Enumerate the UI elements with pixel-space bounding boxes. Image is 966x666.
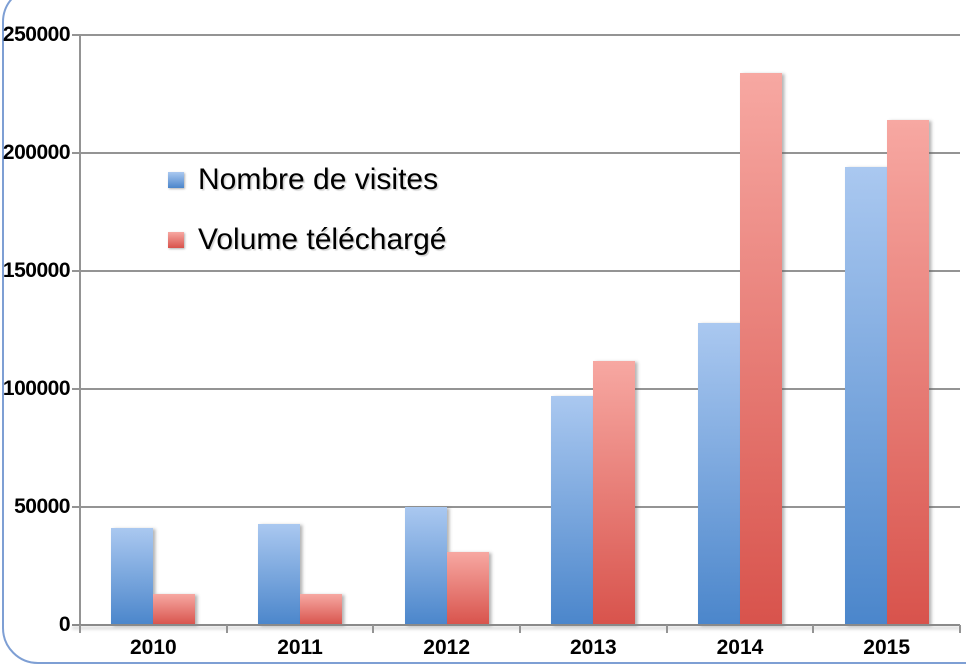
x-tick-label-2013: 2013: [569, 636, 617, 659]
bar-visites-2014: [698, 322, 740, 625]
x-axis-tick: [959, 625, 961, 633]
y-tick-label-100000: 100000: [2, 377, 71, 400]
bar-volume-2011: [300, 594, 342, 625]
bar-volume-2013: [593, 360, 636, 625]
legend-label-visites: Nombre de visites: [198, 163, 439, 196]
bar-volume-2015: [886, 119, 929, 625]
y-tick-label-150000: 150000: [2, 259, 71, 282]
x-axis-tick: [225, 625, 228, 633]
x-axis-tick: [665, 625, 668, 633]
bar-volume-2010: [153, 594, 196, 625]
gridline-100000: [72, 388, 960, 390]
y-axis-line: [79, 35, 81, 631]
bar-visites-2012: [404, 507, 447, 625]
bar-volume-2012: [446, 551, 489, 625]
y-tick-label-0: 0: [58, 613, 71, 636]
gridline-200000: [72, 152, 960, 154]
bar-visites-2013: [551, 396, 594, 625]
gridline-250000: [72, 34, 960, 36]
x-tick-label-2010: 2010: [129, 636, 177, 659]
legend: Nombre de visites Volume téléchargé: [168, 150, 447, 270]
x-tick-label-2011: 2011: [277, 636, 323, 659]
gridline-50000: [72, 506, 960, 508]
x-axis-tick: [372, 625, 375, 633]
bar-volume-2014: [740, 72, 782, 625]
y-tick-label-50000: 50000: [14, 495, 70, 518]
legend-item-visites: Nombre de visites: [168, 150, 447, 210]
x-axis-line: [72, 624, 960, 626]
gridline-150000: [72, 270, 960, 272]
legend-swatch-visites: [168, 172, 184, 188]
x-tick-label-2014: 2014: [716, 636, 764, 659]
legend-item-volume: Volume téléchargé: [168, 210, 447, 270]
x-axis-tick: [812, 625, 815, 633]
x-axis-tick: [519, 625, 521, 633]
legend-swatch-volume: [168, 232, 184, 248]
bar-visites-2010: [111, 528, 154, 625]
y-tick-label-200000: 200000: [2, 141, 71, 164]
y-tick-label-250000: 250000: [2, 23, 71, 46]
bar-visites-2015: [844, 167, 887, 625]
x-axis-tick: [79, 625, 81, 633]
x-tick-label-2012: 2012: [423, 636, 471, 659]
bar-visites-2011: [258, 523, 300, 625]
legend-label-volume: Volume téléchargé: [198, 223, 447, 256]
x-tick-label-2015: 2015: [863, 636, 911, 659]
